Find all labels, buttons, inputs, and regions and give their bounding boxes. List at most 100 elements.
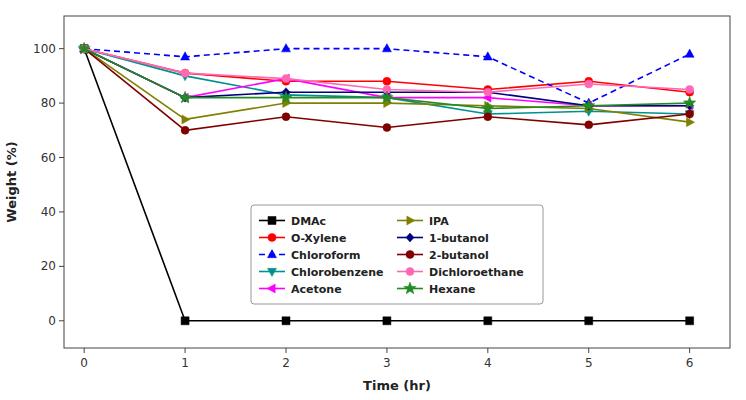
x-tick (689, 348, 690, 353)
x-tick (286, 348, 287, 353)
series-marker (78, 42, 90, 54)
legend-item: O-Xylene (259, 232, 346, 245)
series-marker (383, 317, 391, 325)
legend-swatch-marker (268, 268, 277, 276)
legend-swatch-marker (406, 233, 414, 242)
y-tick (59, 266, 64, 267)
legend-item: Chloroform (259, 249, 360, 262)
y-tick-label: 40 (41, 205, 56, 219)
y-tick-label: 80 (41, 96, 56, 110)
y-axis-label: Weight (%) (4, 141, 19, 222)
legend-label: O-Xylene (291, 232, 346, 245)
legend-box (251, 205, 543, 304)
series-marker (381, 91, 393, 103)
legend-swatch-marker (268, 217, 276, 225)
series-marker (179, 91, 191, 103)
x-tick (84, 348, 85, 353)
legend-swatch-marker (406, 268, 414, 276)
series-marker (181, 317, 189, 325)
y-tick-label: 0 (48, 314, 56, 328)
series-marker (484, 317, 492, 325)
legend-item: 2-butanol (397, 249, 489, 262)
x-tick (185, 348, 186, 353)
x-axis-label: Time (hr) (363, 378, 431, 393)
x-tick-label: 6 (686, 356, 694, 370)
series-marker (484, 88, 492, 97)
x-tick-label: 4 (484, 356, 492, 370)
series-marker (181, 52, 190, 60)
series-marker (585, 317, 593, 325)
legend-swatch-marker (406, 251, 414, 259)
series-marker (280, 91, 292, 103)
series-marker (483, 52, 492, 60)
series-marker (484, 113, 492, 121)
x-tick-label: 5 (585, 356, 593, 370)
legend-label: Acetone (291, 283, 342, 296)
y-tick-label: 60 (41, 151, 56, 165)
legend-label: DMAc (291, 215, 326, 228)
series-line (84, 49, 689, 114)
legend-label: 2-butanol (429, 249, 489, 262)
series-marker (282, 317, 290, 325)
legend-swatch-marker (268, 250, 277, 258)
legend-item: Dichloroethane (397, 266, 524, 279)
series-line (84, 49, 689, 109)
x-tick-label: 1 (181, 356, 189, 370)
series-line (84, 49, 689, 321)
series-marker (482, 102, 494, 114)
series-marker (585, 121, 593, 129)
legend-label: Dichloroethane (429, 266, 524, 279)
plot-data (78, 42, 696, 325)
series-marker (383, 124, 391, 132)
x-tick-label: 3 (383, 356, 391, 370)
series-marker (281, 74, 289, 83)
series-marker (282, 44, 291, 52)
legend-label: Chloroform (291, 249, 360, 262)
y-tick-label: 100 (33, 42, 56, 56)
plot-frame (64, 16, 730, 348)
series-marker (282, 113, 290, 121)
legend-item: Hexane (397, 282, 475, 296)
x-tick-label: 0 (80, 356, 88, 370)
legend-label: Hexane (429, 283, 475, 296)
y-tick (59, 103, 64, 104)
legend-item: Chlorobenzene (259, 266, 384, 279)
series-marker (686, 85, 694, 93)
series-line (84, 49, 689, 131)
series-marker (484, 88, 492, 96)
legend-item: Acetone (259, 283, 342, 296)
legend-swatch-marker (407, 216, 415, 225)
x-tick (386, 348, 387, 353)
y-tick (59, 320, 64, 321)
series-line (84, 49, 689, 122)
legend-item: DMAc (259, 215, 326, 228)
x-tick (588, 348, 589, 353)
y-tick (59, 157, 64, 158)
series-marker (685, 49, 694, 57)
series-marker (181, 126, 189, 134)
legend: DMAc O-Xylene Chloroform Chlorobenzene Aceto… (251, 205, 543, 304)
chart: 0123456020406080100Time (hr)Weight (%)DM… (0, 0, 746, 400)
legend-label: Chlorobenzene (291, 266, 384, 279)
series-line (84, 49, 689, 106)
series-marker (383, 77, 391, 85)
series-marker (382, 44, 391, 52)
legend-swatch-marker (267, 284, 275, 293)
legend-item: 1-butanol (397, 232, 489, 245)
legend-item: IPA (397, 215, 449, 228)
series-marker (282, 75, 290, 83)
legend-label: 1-butanol (429, 232, 489, 245)
x-tick-label: 2 (282, 356, 290, 370)
series-marker (583, 99, 595, 111)
series-line (84, 49, 689, 103)
series-marker (585, 80, 593, 88)
y-tick (59, 211, 64, 212)
series-line (84, 49, 689, 106)
x-tick (487, 348, 488, 353)
series-marker (686, 118, 694, 127)
series-marker (683, 97, 695, 109)
legend-swatch-marker (268, 234, 276, 242)
series-marker (181, 69, 189, 77)
legend-swatch-marker (404, 282, 416, 294)
y-tick-label: 20 (41, 259, 56, 273)
